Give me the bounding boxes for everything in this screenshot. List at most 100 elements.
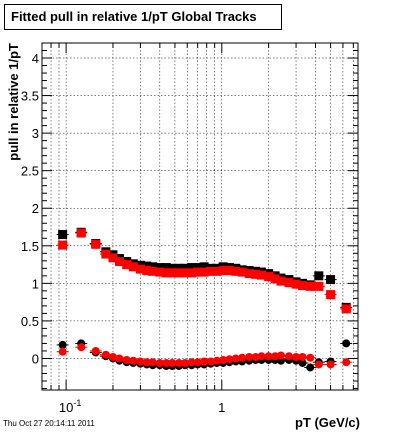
data-point-square	[174, 268, 184, 278]
data-point-square	[142, 266, 152, 276]
data-point-circle	[212, 356, 221, 365]
data-point-circle	[251, 352, 260, 361]
data-point-square	[155, 263, 165, 273]
y-axis-label: pull in relative 1/pT	[6, 43, 21, 161]
data-point-circle	[136, 357, 145, 366]
data-point-square	[218, 266, 228, 276]
grid-lines	[42, 43, 358, 390]
data-point-circle	[314, 360, 323, 369]
data-point-circle	[58, 347, 67, 356]
data-point-circle	[219, 355, 228, 364]
data-point-square	[187, 268, 197, 278]
data-point-square	[187, 263, 197, 273]
data-point-circle	[148, 358, 157, 367]
data-point-square	[224, 266, 234, 276]
y-tick-label: 0.5	[21, 314, 39, 329]
data-point-circle	[276, 351, 285, 360]
data-point-square	[58, 230, 68, 240]
y-tick-label: 4	[32, 51, 39, 66]
data-point-square	[326, 275, 336, 285]
data-point-square	[231, 266, 241, 276]
data-point-circle	[271, 352, 280, 361]
data-point-circle	[326, 360, 335, 369]
data-point-circle	[168, 358, 177, 367]
data-point-circle	[187, 358, 196, 367]
data-point-square	[58, 240, 68, 250]
data-point-square	[161, 263, 171, 273]
data-point-circle	[298, 358, 307, 367]
x-tick-label: 10-1	[59, 398, 81, 415]
data-point-square	[341, 304, 351, 314]
data-point-circle	[225, 355, 234, 364]
data-point-square	[251, 269, 261, 279]
data-point-square	[148, 266, 158, 276]
data-point-square	[193, 263, 203, 273]
axis-ticks	[42, 43, 358, 390]
data-point-square	[244, 269, 254, 279]
data-point-circle	[180, 358, 189, 367]
tick-labels: 0 0.5 1 1.5 2 2.5 3 3.5 4 10-1 1	[21, 51, 225, 415]
y-tick-label: 2.5	[21, 164, 39, 179]
data-point-square	[91, 239, 101, 249]
data-point-square	[174, 263, 184, 273]
data-point-square	[199, 267, 209, 277]
data-point-square	[148, 262, 158, 272]
data-point-circle	[101, 350, 110, 359]
y-tick-label: 0	[32, 351, 39, 366]
data-point-square	[237, 267, 247, 277]
x-axis-label: pT (GeV/c)	[295, 415, 360, 430]
data-point-circle	[238, 353, 247, 362]
data-point-circle	[342, 339, 351, 348]
data-point-square	[276, 276, 286, 286]
data-point-circle	[342, 358, 351, 367]
data-point-square	[284, 278, 294, 288]
data-point-square	[122, 260, 132, 270]
data-point-circle	[91, 346, 100, 355]
plot-frame	[41, 42, 359, 391]
data-point-circle	[193, 358, 202, 367]
data-point-circle	[122, 355, 131, 364]
data-point-circle	[77, 343, 86, 352]
data-point-circle	[284, 352, 293, 361]
data-point-square	[314, 271, 324, 281]
data-point-square	[193, 267, 203, 277]
data-point-circle	[58, 340, 67, 349]
data-point-square	[180, 263, 190, 273]
data-point-circle	[306, 353, 315, 362]
data-point-square	[142, 261, 152, 271]
y-tick-label: 2	[32, 201, 39, 216]
y-tick-label: 3	[32, 126, 39, 141]
timestamp: Thu Oct 27 20:14:11 2011	[3, 419, 95, 428]
data-point-square	[206, 266, 216, 276]
data-point-square	[257, 270, 267, 280]
data-point-square	[167, 268, 177, 278]
data-point-circle	[298, 352, 307, 361]
y-tick-label: 1	[32, 276, 39, 291]
data-point-square	[326, 290, 336, 300]
data-point-square	[128, 262, 138, 272]
data-point-circle	[174, 358, 183, 367]
data-point-square	[291, 279, 301, 289]
data-point-circle	[129, 356, 138, 365]
data-point-circle	[231, 354, 240, 363]
y-tick-label: 3.5	[21, 89, 39, 104]
data-point-square	[114, 257, 124, 267]
data-point-square	[270, 274, 280, 284]
data-point-circle	[245, 352, 254, 361]
data-point-circle	[206, 357, 215, 366]
data-point-circle	[257, 352, 266, 361]
data-point-square	[108, 253, 118, 263]
data-point-circle	[292, 352, 301, 361]
data-point-circle	[264, 352, 273, 361]
data-point-square	[212, 266, 222, 276]
x-tick-label: 1	[218, 400, 225, 415]
data-point-square	[264, 272, 274, 282]
data-point-square	[101, 249, 111, 259]
data-point-square	[199, 262, 209, 272]
data-point-circle	[155, 358, 164, 367]
chart-title: Fitted pull in relative 1/pT Global Trac…	[4, 4, 282, 30]
y-tick-label: 1.5	[21, 239, 39, 254]
data-point-circle	[306, 363, 315, 372]
data-point-square	[76, 228, 86, 238]
